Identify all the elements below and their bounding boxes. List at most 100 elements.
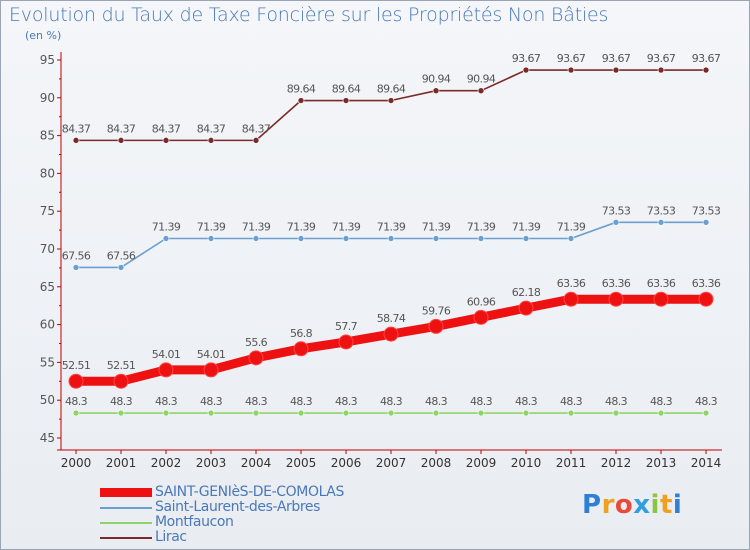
chart-title: Evolution du Taux de Taxe Foncière sur l… xyxy=(9,4,609,26)
data-label: 48.3 xyxy=(155,395,178,408)
data-point xyxy=(608,291,624,307)
data-point xyxy=(342,409,350,417)
data-point xyxy=(72,137,80,144)
legend-label: Montfaucon xyxy=(155,514,234,530)
x-tick-label: 2011 xyxy=(556,456,587,470)
data-point xyxy=(702,409,710,417)
data-point xyxy=(162,409,170,417)
data-point xyxy=(207,137,215,144)
data-point xyxy=(387,97,395,104)
data-point xyxy=(207,409,215,417)
data-point xyxy=(477,235,485,242)
data-point xyxy=(162,137,170,144)
x-tick-label: 2013 xyxy=(646,456,677,470)
data-label: 71.39 xyxy=(287,220,316,233)
data-label: 48.3 xyxy=(425,395,448,408)
data-label: 63.36 xyxy=(692,277,721,290)
data-label: 56.8 xyxy=(290,327,313,340)
x-tick-label: 2002 xyxy=(151,456,182,470)
data-label: 63.36 xyxy=(602,277,631,290)
x-tick-label: 2001 xyxy=(106,456,137,470)
x-tick-label: 2012 xyxy=(601,456,632,470)
y-tick-label: 90 xyxy=(40,91,55,105)
data-point xyxy=(203,362,219,378)
data-point xyxy=(117,137,125,144)
data-point xyxy=(342,97,350,104)
data-label: 48.3 xyxy=(560,395,583,408)
y-tick-label: 50 xyxy=(40,393,55,407)
data-label: 90.94 xyxy=(422,73,451,86)
data-label: 60.96 xyxy=(467,295,496,308)
logo-letter: x xyxy=(633,490,651,520)
data-point xyxy=(432,87,440,94)
logo-letter: P xyxy=(582,490,602,520)
data-point xyxy=(297,97,305,104)
data-point xyxy=(653,291,669,307)
legend: SAINT-GENIèS-DE-COMOLAS Saint-Laurent-des… xyxy=(100,485,344,545)
data-point xyxy=(252,235,260,242)
data-point xyxy=(612,409,620,417)
data-label: 48.3 xyxy=(200,395,223,408)
y-tick-label: 75 xyxy=(40,204,55,218)
data-label: 84.37 xyxy=(107,122,136,135)
y-tick-label: 55 xyxy=(40,355,55,369)
data-label: 58.74 xyxy=(377,312,406,325)
data-point xyxy=(252,409,260,417)
data-label: 48.3 xyxy=(110,395,133,408)
data-point xyxy=(657,409,665,417)
data-label: 93.67 xyxy=(557,52,586,65)
x-tick-label: 2014 xyxy=(691,456,722,470)
data-label: 84.37 xyxy=(152,122,181,135)
data-point xyxy=(162,235,170,242)
data-point xyxy=(117,409,125,417)
data-point xyxy=(612,66,620,74)
data-point xyxy=(342,235,350,242)
legend-label: Saint-Laurent-des-Arbres xyxy=(155,499,321,515)
y-tick-label: 45 xyxy=(40,431,55,445)
legend-swatch xyxy=(100,488,152,497)
data-label: 55.6 xyxy=(245,336,268,349)
data-point xyxy=(477,87,485,94)
data-label: 84.37 xyxy=(62,122,91,135)
data-label: 48.3 xyxy=(245,395,268,408)
data-point xyxy=(428,318,444,334)
x-tick-label: 2004 xyxy=(241,456,272,470)
data-label: 62.18 xyxy=(512,286,541,299)
data-point xyxy=(252,137,260,144)
x-tick-label: 2007 xyxy=(376,456,407,470)
logo-letter: t xyxy=(659,490,673,520)
data-point xyxy=(473,309,489,325)
data-point xyxy=(113,373,129,389)
data-point xyxy=(387,409,395,417)
data-label: 93.67 xyxy=(602,52,631,65)
data-label: 48.3 xyxy=(290,395,313,408)
data-point xyxy=(387,235,395,242)
data-label: 54.01 xyxy=(197,348,226,361)
data-point xyxy=(477,409,485,417)
data-point xyxy=(567,235,575,242)
unit-label: (en %) xyxy=(25,29,62,42)
data-label: 84.37 xyxy=(242,122,271,135)
data-label: 63.36 xyxy=(647,277,676,290)
logo-letter: r xyxy=(601,490,615,520)
y-tick-label: 85 xyxy=(40,129,55,143)
data-point xyxy=(117,264,125,271)
legend-swatch xyxy=(100,536,152,539)
y-tick-label: 65 xyxy=(40,280,55,294)
data-label: 52.51 xyxy=(62,359,91,372)
legend-item: Montfaucon xyxy=(100,515,344,530)
data-point xyxy=(522,235,530,242)
y-tick-label: 95 xyxy=(40,53,55,67)
data-label: 48.3 xyxy=(470,395,493,408)
data-point xyxy=(518,300,534,316)
data-point xyxy=(207,235,215,242)
data-point xyxy=(522,66,530,74)
data-point xyxy=(702,66,710,74)
data-label: 59.76 xyxy=(422,304,451,317)
data-label: 71.39 xyxy=(242,220,271,233)
data-point xyxy=(567,409,575,417)
data-label: 48.3 xyxy=(515,395,538,408)
data-label: 48.3 xyxy=(335,395,358,408)
data-point xyxy=(657,66,665,74)
data-label: 89.64 xyxy=(332,83,361,96)
